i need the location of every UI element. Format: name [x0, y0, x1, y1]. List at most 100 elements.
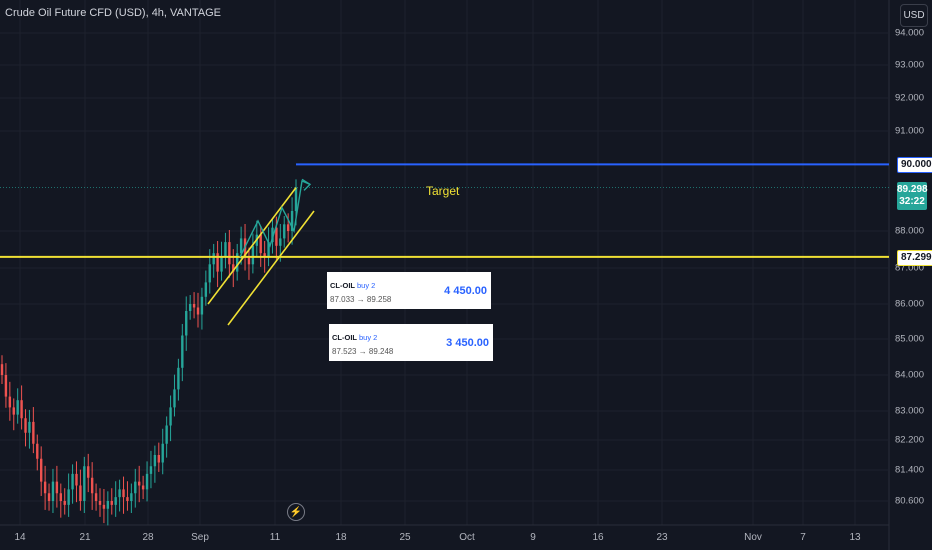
y-tick-label: 86.000	[894, 298, 924, 310]
candle-body	[28, 421, 31, 433]
candle-body	[220, 256, 223, 272]
order-amount: 3 450.00	[446, 337, 489, 349]
projection-arrowhead	[301, 178, 312, 191]
candle-body	[43, 481, 47, 494]
current-price: 89.298	[897, 184, 928, 195]
candle-body	[259, 234, 262, 254]
candle-body	[75, 473, 78, 486]
x-tick-label: 16	[592, 532, 604, 543]
order-card[interactable]: CL-OIL buy 2 87.523 → 89.248 3 450.00	[329, 324, 493, 361]
order-symbol: CL-OIL buy 2	[332, 333, 378, 342]
x-tick-label: 25	[399, 532, 411, 543]
candle-body	[216, 253, 219, 272]
candle-body	[165, 425, 168, 444]
candle-body	[94, 493, 98, 501]
x-tick-label: 11	[269, 532, 281, 543]
candle-body	[122, 489, 125, 498]
target-annotation[interactable]: Target	[426, 184, 460, 198]
candle-body	[192, 304, 196, 308]
candle-body	[145, 473, 149, 490]
overlays	[0, 163, 889, 326]
candle-body	[251, 245, 255, 265]
candle-body	[32, 421, 35, 444]
projection-path	[239, 180, 311, 258]
candle-body	[188, 304, 192, 311]
candle-body	[16, 400, 19, 415]
candle-body	[200, 296, 204, 315]
bar-countdown: 32:22	[899, 196, 925, 207]
candle-body	[59, 493, 62, 501]
candle-body	[212, 253, 215, 265]
y-tick-label: 81.400	[894, 464, 924, 476]
candle-body	[283, 224, 286, 239]
candle-body	[173, 389, 176, 408]
order-card[interactable]: CL-OIL buy 2 87.033 → 89.258 4 450.00	[327, 272, 491, 309]
x-tick-label: 21	[79, 532, 91, 543]
candle-body	[224, 242, 227, 257]
candle-body	[130, 493, 133, 501]
order-symbol: CL-OIL buy 2	[330, 281, 376, 290]
candle-body	[126, 497, 129, 501]
candle-body	[141, 485, 145, 490]
currency-button[interactable]: USD	[900, 4, 928, 27]
x-tick-label: 14	[14, 532, 26, 543]
candle-body	[114, 497, 117, 505]
lightning-bolt-icon[interactable]: ⚡	[287, 503, 305, 521]
order-amount: 4 450.00	[444, 285, 487, 297]
x-tick-label: Nov	[744, 532, 762, 543]
chart-title: Crude Oil Future CFD (USD), 4h, VANTAGE	[5, 7, 221, 19]
candle-body	[51, 481, 55, 501]
support-price-tag: 87.299	[897, 250, 932, 266]
y-tick-label: 82.200	[894, 434, 924, 446]
candle-body	[12, 407, 15, 415]
candle-body	[118, 489, 121, 498]
candle-body	[185, 311, 188, 336]
candle-body	[87, 466, 90, 478]
candle-body	[181, 335, 184, 368]
candle-body	[161, 443, 164, 463]
candle-body	[196, 307, 200, 315]
y-tick-label: 85.000	[894, 333, 924, 345]
candle-body	[4, 375, 8, 397]
candle-body	[271, 227, 274, 243]
candle-body	[0, 364, 4, 375]
order-range: 87.523 → 89.248	[332, 347, 394, 356]
candle-body	[204, 282, 208, 297]
x-tick-label: Oct	[459, 532, 475, 543]
candle-body	[24, 418, 27, 433]
candle-body	[294, 187, 298, 211]
y-tick-label: 92.000	[894, 92, 924, 104]
x-tick-label: 28	[142, 532, 154, 543]
candle-body	[98, 501, 102, 505]
candle-body	[106, 501, 110, 509]
candle-body	[83, 466, 86, 501]
candle-body	[67, 489, 70, 505]
candle-body	[279, 238, 282, 246]
candles	[0, 179, 298, 526]
candle-body	[208, 264, 211, 283]
candle-body	[153, 455, 157, 467]
channel-lower-line	[227, 210, 315, 326]
candle-body	[232, 264, 235, 272]
target-price-tag: 90.000	[897, 157, 932, 173]
candle-body	[149, 466, 153, 474]
candle-body	[47, 493, 51, 501]
candle-body	[263, 253, 266, 257]
candle-body	[71, 473, 74, 490]
current-price-tag: 89.298 32:22	[897, 182, 928, 210]
candle-body	[55, 481, 59, 494]
x-tick-label: Sep	[191, 532, 209, 543]
candle-body	[247, 256, 251, 265]
candle-body	[290, 211, 294, 231]
candle-body	[239, 238, 243, 254]
candle-body	[36, 443, 39, 459]
y-tick-label: 88.000	[894, 225, 924, 237]
candle-body	[134, 481, 137, 494]
candle-body	[286, 224, 290, 231]
candle-body	[40, 458, 43, 482]
y-tick-label: 94.000	[894, 27, 924, 39]
order-range: 87.033 → 89.258	[330, 295, 392, 304]
candle-body	[110, 501, 113, 505]
candle-body	[90, 477, 94, 494]
